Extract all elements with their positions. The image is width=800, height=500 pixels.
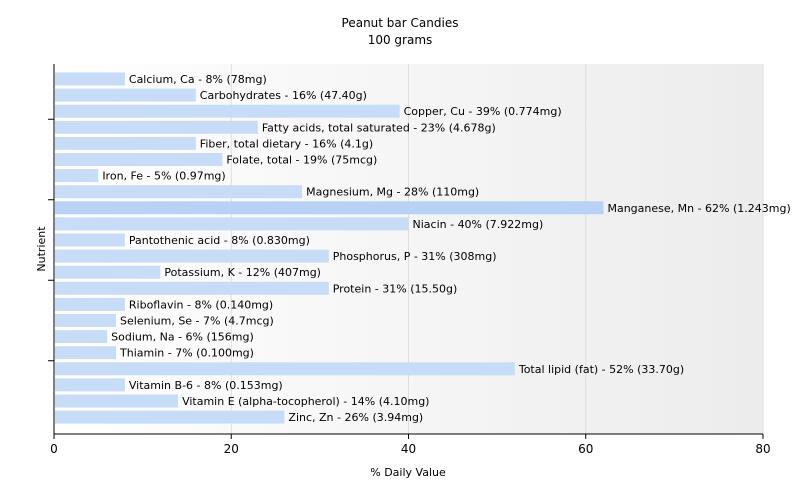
bar-label: Fiber, total dietary - 16% (4.1g) [200, 137, 373, 150]
bars [55, 72, 604, 424]
chart-title: Peanut bar Candies [342, 16, 459, 30]
bar-label: Magnesium, Mg - 28% (110mg) [306, 186, 479, 199]
x-tick-label: 20 [224, 442, 239, 456]
bar [55, 297, 125, 311]
bar [55, 153, 223, 166]
bar [55, 394, 179, 408]
bar [55, 233, 125, 247]
bar [55, 249, 329, 263]
bar [55, 120, 258, 134]
bar [55, 185, 303, 199]
bar-label: Phosphorus, P - 31% (308mg) [333, 250, 497, 263]
bar-labels: Calcium, Ca - 8% (78mg) Carbohydrates - 1… [102, 73, 790, 424]
bar [55, 330, 108, 344]
bar [55, 169, 99, 183]
bar-label: Selenium, Se - 7% (4.7mcg) [120, 315, 274, 328]
bar [55, 362, 515, 376]
bar-label: Iron, Fe - 5% (0.97mg) [102, 170, 225, 183]
bar-label: Niacin - 40% (7.922mg) [413, 218, 544, 231]
x-axis-title: % Daily Value [370, 466, 446, 479]
x-tick-label: 0 [50, 442, 58, 456]
bar [55, 378, 125, 392]
bar-label: Zinc, Zn - 26% (3.94mg) [288, 411, 423, 424]
bar [55, 88, 196, 102]
bar-label: Total lipid (fat) - 52% (33.70g) [518, 363, 684, 376]
bar [55, 72, 125, 86]
bar [55, 265, 161, 279]
bar-label: Thiamin - 7% (0.100mg) [119, 347, 254, 360]
bar [55, 410, 285, 424]
bar-label: Vitamin B-6 - 8% (0.153mg) [129, 379, 283, 392]
bar [55, 346, 117, 360]
x-tick-label: 80 [755, 442, 770, 456]
bar [55, 314, 117, 327]
bar-label: Sodium, Na - 6% (156mg) [111, 331, 254, 344]
bar-label: Manganese, Mn - 62% (1.243mg) [607, 202, 790, 215]
x-ticks: 0 20 40 60 80 [50, 434, 771, 456]
bar-label: Protein - 31% (15.50g) [333, 282, 458, 295]
bar-label: Potassium, K - 12% (407mg) [164, 266, 321, 279]
bar-label: Calcium, Ca - 8% (78mg) [129, 73, 267, 86]
bar-label: Riboflavin - 8% (0.140mg) [129, 298, 273, 311]
bar [55, 201, 604, 215]
y-axis-title: Nutrient [35, 226, 48, 272]
chart-subtitle: 100 grams [368, 33, 433, 47]
x-tick-label: 40 [401, 442, 416, 456]
bar-label: Copper, Cu - 39% (0.774mg) [404, 105, 562, 118]
bar-label: Vitamin E (alpha-tocopherol) - 14% (4.10… [182, 395, 429, 408]
bar-label: Folate, total - 19% (75mcg) [226, 154, 377, 167]
bar-label: Fatty acids, total saturated - 23% (4.67… [262, 121, 496, 134]
bar-label: Carbohydrates - 16% (47.40g) [200, 89, 367, 102]
bar-label: Pantothenic acid - 8% (0.830mg) [129, 234, 310, 247]
bar [55, 281, 329, 295]
bar [55, 136, 196, 150]
bar [55, 104, 400, 118]
x-tick-label: 60 [578, 442, 593, 456]
bar [55, 217, 409, 231]
